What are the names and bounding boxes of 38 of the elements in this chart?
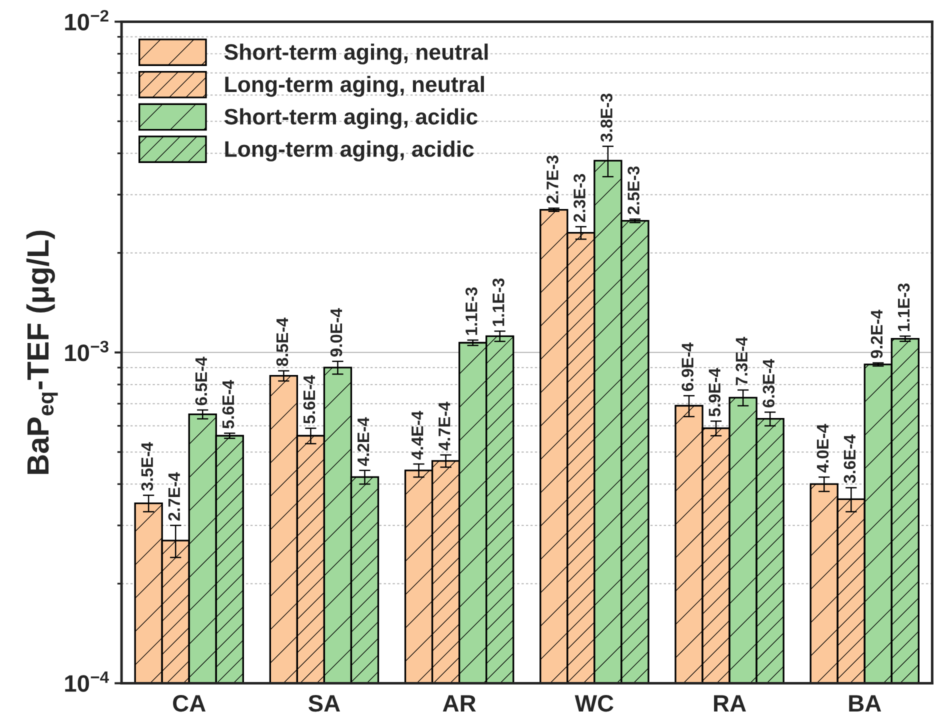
data-label: 9.0E-4 [330,308,342,357]
data-label: 5.9E-4 [708,368,720,416]
x-tick-label: AR [442,695,476,712]
y-tick-label: 10$^{−2}$ [65,10,108,30]
data-label: 6.5E-4 [195,356,208,406]
data-label: 6.9E-4 [682,342,694,391]
data-label: 1.1E-3 [898,284,910,331]
data-label: 5.6E-4 [222,380,234,429]
data-label: 3.6E-4 [844,434,856,484]
x-tick-label: CA [173,694,206,712]
data-label: 1.1E-3 [466,287,478,335]
data-label: 6.3E-4 [762,358,775,408]
x-tick-label: SA [308,694,340,712]
x-tick-label: BA [849,695,882,712]
data-label: 2.5E-3 [628,166,640,214]
y-tick-label: 10$^{−3}$ [65,340,108,362]
legend-label: Long-term aging, acidic [225,140,474,162]
data-label: 7.3E-4 [736,336,748,386]
data-label: 4.2E-4 [357,417,370,466]
y-tick-label: 10$^{−4}$ [65,671,109,692]
data-label: 3.5E-4 [141,442,154,491]
data-label: 8.5E-4 [276,318,288,366]
data-label: 9.2E-4 [870,310,883,358]
x-tick-label: RA [714,695,746,712]
data-label: 4.7E-4 [438,402,450,451]
data-label: 4.0E-4 [816,424,829,473]
data-label: 1.1E-3 [492,278,504,326]
x-tick-label: WC [574,694,614,712]
y-axis-title: BaP$_{eq}$-TEF (μg/L) [26,230,58,474]
legend-label: Short-term aging, neutral [224,44,488,64]
data-label: 4.4E-4 [412,410,424,460]
data-label: 5.6E-4 [303,375,316,424]
data-label: 3.8E-3 [600,94,612,142]
legend-label: Short-term aging, acidic [224,108,478,130]
data-label: 2.7E-4 [168,472,180,521]
legend-label: Long-term aging, neutral [225,76,484,97]
data-label: 2.7E-3 [546,156,558,204]
data-label: 2.3E-3 [574,174,586,222]
